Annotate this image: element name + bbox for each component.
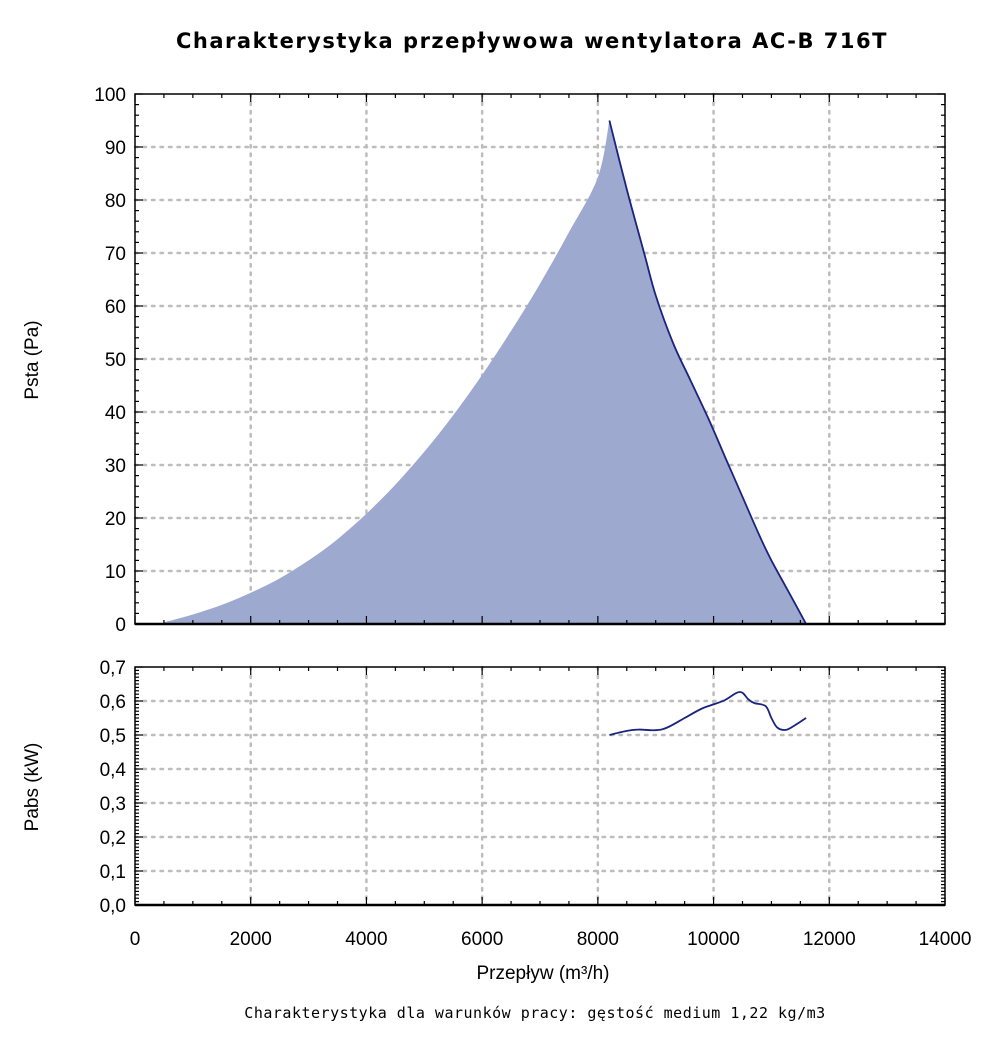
y-tick-label: 80	[105, 191, 126, 212]
y-tick-label: 20	[105, 509, 126, 530]
y-tick-label: 40	[105, 403, 126, 424]
y-tick-label: 90	[105, 138, 126, 159]
y-tick-label: 0,2	[100, 828, 126, 849]
y-tick-label: 10	[105, 562, 126, 583]
pressure-plot: 0 10 20 30 40 50 60 70 80 90 100	[94, 85, 947, 636]
y-tick-label: 70	[105, 244, 126, 265]
x-tick-label: 10000	[687, 929, 740, 950]
chart-title: Charakterystyka przepływowa wentylatora …	[176, 29, 888, 53]
power-plot: 0,0 0,1 0,2 0,3 0,4 0,5 0,6 0,7 0 2000 4000 6000 800…	[100, 658, 972, 950]
flow-axis-label: Przepływ (m³/h)	[476, 963, 609, 984]
pabs-ticks	[134, 666, 946, 906]
x-tick-label: 6000	[461, 929, 503, 950]
x-tick-label: 4000	[345, 929, 387, 950]
y-tick-label: 0,6	[100, 692, 126, 713]
psta-gridlines	[133, 92, 947, 626]
psta-ticks	[134, 93, 946, 625]
x-tick-label: 8000	[577, 929, 619, 950]
x-tick-label: 14000	[919, 929, 972, 950]
y-tick-label: 0,3	[100, 794, 126, 815]
pabs-gridlines	[133, 665, 947, 907]
y-tick-label: 50	[105, 350, 126, 371]
y-tick-label: 60	[105, 297, 126, 318]
x-tick-label: 2000	[230, 929, 272, 950]
footnote: Charakterystyka dla warunków pracy: gęst…	[244, 1004, 825, 1022]
y-tick-label: 0	[115, 615, 126, 636]
y-tick-label: 100	[94, 85, 126, 106]
y-tick-label: 0,5	[100, 726, 126, 747]
pabs-axis-label: Pabs (kW)	[22, 743, 43, 832]
pressure-area	[163, 120, 807, 624]
y-tick-label: 0,4	[100, 760, 127, 781]
y-tick-label: 30	[105, 456, 126, 477]
x-tick-label: 12000	[803, 929, 856, 950]
y-tick-label: 0,7	[100, 658, 126, 679]
y-tick-label: 0,0	[100, 896, 126, 917]
pressure-curve-line	[608, 120, 807, 625]
pabs-plot-frame	[134, 666, 946, 906]
power-curve-line	[609, 691, 807, 736]
x-tick-label: 0	[130, 929, 141, 950]
psta-axis-label: Psta (Pa)	[22, 320, 43, 399]
y-tick-label: 0,1	[100, 862, 126, 883]
